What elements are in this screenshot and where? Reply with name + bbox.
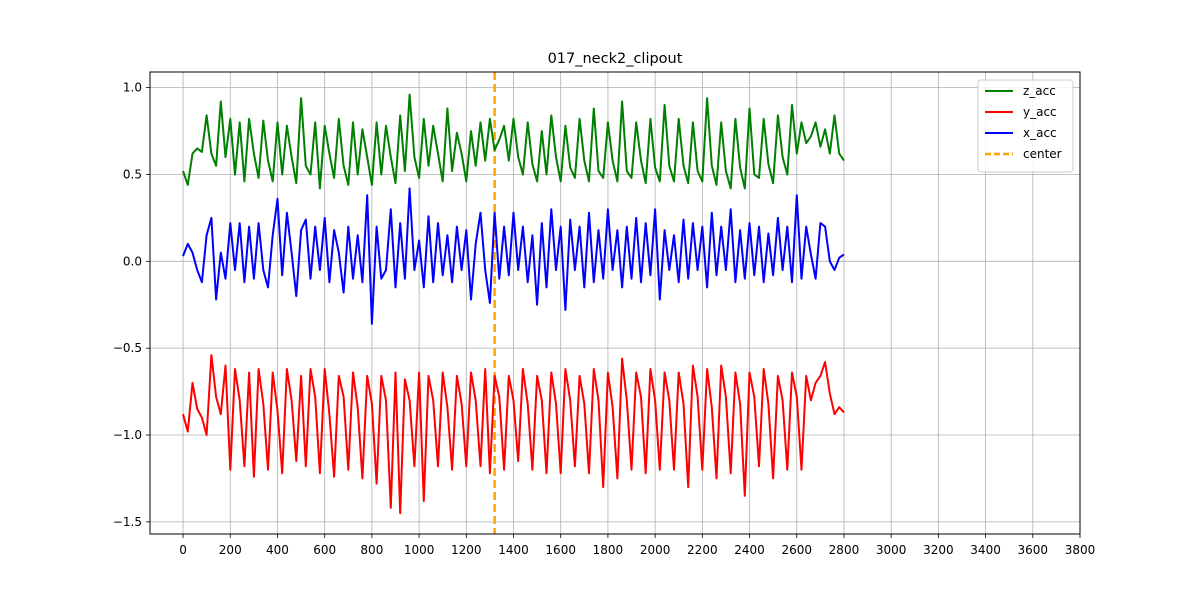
y-tick-label: 0.5 [123, 167, 142, 181]
y-tick-label: −1.5 [113, 515, 142, 529]
x-tick-label: 1600 [545, 543, 576, 557]
series-layer [182, 93, 845, 515]
x-tick-label: 1000 [404, 543, 435, 557]
x-tick-label: 3600 [1018, 543, 1049, 557]
y-tick-label: 0.0 [123, 254, 142, 268]
x-tick-label: 600 [313, 543, 336, 557]
axes [149, 71, 1081, 535]
y-tick-label: −0.5 [113, 341, 142, 355]
x-tick-label: 3400 [970, 543, 1001, 557]
x-tick-label: 3000 [876, 543, 907, 557]
y-tick-label: −1.0 [113, 428, 142, 442]
x-tick-label: 200 [219, 543, 242, 557]
x-tick-label: 1800 [593, 543, 624, 557]
x-tick-label: 2400 [734, 543, 765, 557]
plot-frame [149, 71, 1081, 535]
legend-box [977, 79, 1074, 173]
y-axis-ticks: 1.0 0.5 0.0 −0.5 −1.0 −1.5 [113, 81, 150, 529]
x-tick-label: 0 [179, 543, 187, 557]
x-tick-label: 1200 [451, 543, 482, 557]
series-x-acc [182, 187, 845, 325]
x-tick-label: 1400 [498, 543, 529, 557]
x-tick-label: 3800 [1065, 543, 1096, 557]
x-tick-label: 2800 [829, 543, 860, 557]
x-tick-label: 400 [266, 543, 289, 557]
x-tick-label: 800 [360, 543, 383, 557]
legend-label-z-acc: z_acc [1023, 84, 1056, 98]
x-tick-label: 2200 [687, 543, 718, 557]
series-z-acc [182, 93, 845, 190]
legend-label-y-acc: y_acc [1023, 105, 1057, 119]
legend-label-center: center [1023, 147, 1062, 161]
y-tick-label: 1.0 [123, 81, 142, 95]
x-tick-label: 2600 [781, 543, 812, 557]
chart-title: 017_neck2_clipout [548, 51, 683, 67]
x-axis-ticks: 0 200 400 600 800 1000 1200 1400 1600 1800 2000 220… [179, 534, 1095, 557]
series-y-acc [182, 354, 845, 515]
x-tick-label: 3200 [923, 543, 954, 557]
legend-label-x-acc: x_acc [1023, 126, 1057, 140]
x-tick-label: 2000 [640, 543, 671, 557]
